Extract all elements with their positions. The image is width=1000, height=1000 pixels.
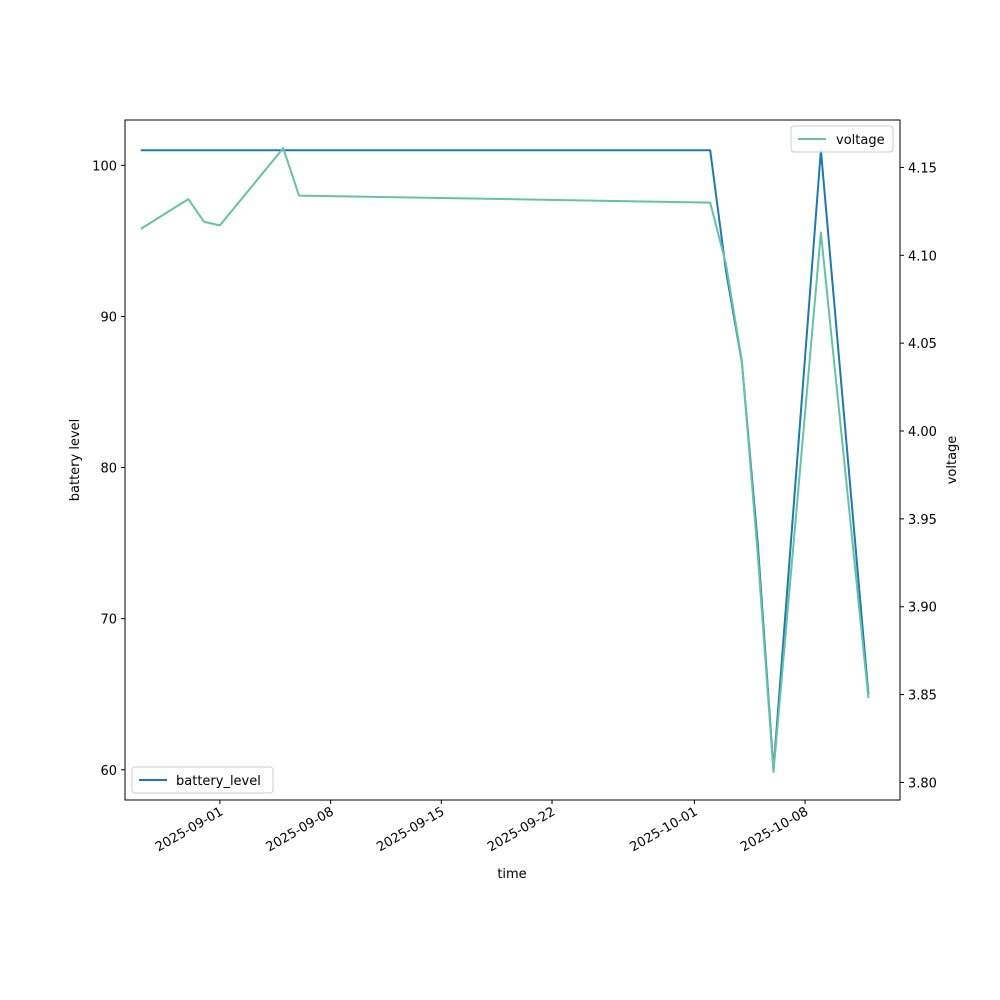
y-left-tick-label: 70 [100,613,117,628]
y-right-tick-label: 4.10 [908,249,937,264]
y-right-tick-label: 3.95 [908,513,937,528]
y-axis-right-label: voltage [945,436,960,485]
y-left-tick-label: 100 [92,159,117,174]
y-right-tick-label: 4.15 [908,161,937,176]
y-axis-right: 3.80 3.85 3.90 3.95 4.00 4.05 4.10 4.15 [900,161,937,791]
y-left-tick-label: 60 [100,764,117,779]
y-right-tick-label: 3.80 [908,776,937,791]
series-layer [140,147,870,773]
legend-frame [131,766,274,794]
y-left-tick-label: 80 [100,462,117,477]
y-left-tick-label: 90 [100,310,117,325]
legend-battery-level: battery_level [131,766,274,794]
legend-voltage: voltage [790,125,894,153]
legend-label-voltage: voltage [836,133,885,148]
legend-frame [790,125,894,153]
y-right-tick-label: 3.85 [908,689,937,704]
y-right-tick-label: 3.90 [908,601,937,616]
legend-label-battery-level: battery_level [176,774,261,789]
y-axis-left: 60 70 80 90 100 [92,159,125,779]
plot-frame [124,119,901,801]
y-right-tick-label: 4.00 [908,425,937,440]
y-axis-left-label: battery level [68,419,83,502]
series-line-voltage [140,147,870,773]
x-axis-label: time [497,867,526,882]
y-right-tick-label: 4.05 [908,337,937,352]
